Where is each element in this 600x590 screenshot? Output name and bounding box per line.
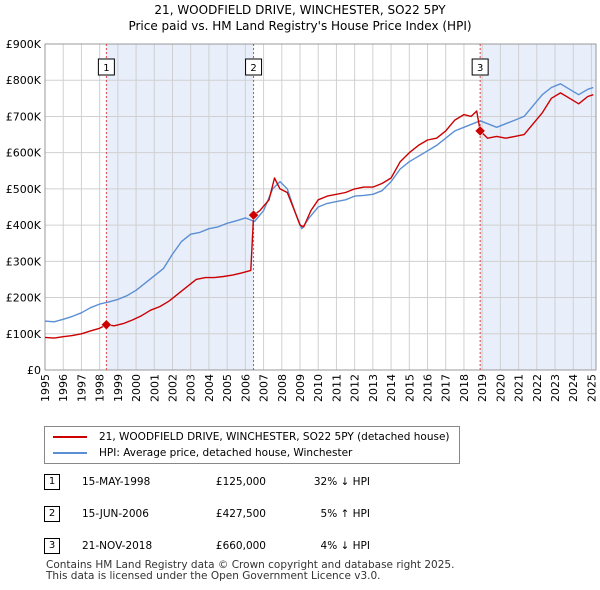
x-tick-label: 2005 [221, 374, 234, 402]
x-tick-label: 2001 [148, 374, 161, 402]
shaded-region [480, 44, 596, 370]
property-series-line [44, 92, 594, 339]
x-tick-label: 2021 [513, 374, 526, 402]
chart-title: 21, WOODFIELD DRIVE, WINCHESTER, SO22 5P… [0, 2, 600, 34]
y-tick-label: £0 [27, 364, 41, 377]
y-tick-label: £400K [6, 219, 42, 232]
y-tick-label: £100K [6, 328, 42, 341]
transaction-number: 3 [44, 538, 60, 554]
x-tick-label: 2024 [567, 374, 580, 402]
x-tick-label: 2003 [185, 374, 198, 402]
x-tick-label: 2012 [349, 374, 362, 402]
chart-legend: 21, WOODFIELD DRIVE, WINCHESTER, SO22 5P… [44, 426, 460, 464]
x-tick-label: 2025 [585, 374, 598, 402]
x-tick-label: 2013 [367, 374, 380, 402]
x-tick-label: 2020 [494, 374, 507, 402]
transaction-price: £427,500 [215, 508, 266, 520]
x-tick-label: 2008 [276, 374, 289, 402]
y-tick-label: £300K [6, 255, 42, 268]
x-tick-label: 1999 [112, 374, 125, 402]
footer-attribution: Contains HM Land Registry data © Crown c… [46, 560, 454, 582]
x-tick-label: 2019 [476, 374, 489, 402]
legend-swatch-property [53, 436, 87, 438]
x-tick-label: 2015 [403, 374, 416, 402]
sale-point-marker [101, 319, 112, 331]
x-tick-label: 2010 [312, 374, 325, 402]
x-tick-label: 1998 [94, 374, 107, 402]
annotation-box [471, 58, 489, 76]
legend-label-property: 21, WOODFIELD DRIVE, WINCHESTER, SO22 5P… [99, 431, 450, 443]
y-tick-label: £600K [6, 147, 42, 160]
price-chart: £0 £100K £200K £300K £400K £500K £600K £700K £80… [6, 38, 599, 402]
legend-swatch-hpi [53, 452, 87, 454]
footer-line-2: This data is licensed under the Open Gov… [46, 570, 381, 582]
sale-point-marker [248, 209, 259, 221]
x-tick-label: 2023 [549, 374, 562, 402]
x-tick-label: 2016 [422, 374, 435, 402]
y-tick-label: £900K [6, 38, 42, 51]
x-tick-label: 1996 [57, 374, 70, 402]
x-tick-label: 2000 [130, 374, 143, 402]
transaction-number: 2 [44, 506, 60, 522]
x-tick-label: 2018 [458, 374, 471, 402]
transaction-row: 3 21-NOV-2018 £660,000 4% ↓ HPI [0, 536, 600, 556]
x-tick-label: 2004 [203, 374, 216, 402]
transaction-hpi-diff: 32% ↓ HPI [313, 476, 370, 488]
y-tick-label: £500K [6, 183, 42, 196]
transaction-date: 15-MAY-1998 [82, 476, 151, 488]
y-tick-label: £700K [6, 110, 42, 123]
y-tick-label: £800K [6, 74, 42, 87]
transaction-row: 2 15-JUN-2006 £427,500 5% ↑ HPI [0, 504, 600, 524]
footer-line-1: Contains HM Land Registry data © Crown c… [46, 559, 455, 571]
x-tick-label: 1995 [39, 374, 52, 402]
x-tick-label: 2007 [258, 374, 271, 402]
legend-label-hpi: HPI: Average price, detached house, Winc… [99, 447, 353, 459]
annotation-label: 3 [477, 63, 483, 74]
x-tick-label: 2022 [531, 374, 544, 402]
x-tick-label: 2011 [330, 374, 343, 402]
annotation-label: 1 [103, 63, 109, 74]
title-line-1: 21, WOODFIELD DRIVE, WINCHESTER, SO22 5P… [154, 3, 446, 17]
hpi-series-line [44, 83, 594, 323]
y-tick-label: £200K [6, 292, 42, 305]
sale-point-marker [474, 125, 486, 137]
annotation-label: 2 [250, 63, 256, 74]
transaction-date: 21-NOV-2018 [82, 540, 153, 552]
annotation-box [245, 58, 263, 76]
annotation-box [97, 58, 115, 76]
transaction-row: 1 15-MAY-1998 £125,000 32% ↓ HPI [0, 472, 600, 492]
transaction-date: 15-JUN-2006 [82, 508, 149, 520]
transaction-price: £660,000 [215, 540, 266, 552]
transaction-number: 1 [44, 474, 60, 490]
x-tick-label: 2017 [440, 374, 453, 402]
transaction-hpi-diff: 5% ↑ HPI [320, 508, 370, 520]
x-tick-label: 2006 [239, 374, 252, 402]
x-tick-label: 2002 [167, 374, 180, 402]
x-tick-label: 2009 [294, 374, 307, 402]
x-tick-label: 2014 [385, 374, 398, 402]
title-line-2: Price paid vs. HM Land Registry's House … [128, 19, 472, 33]
transaction-price: £125,000 [215, 476, 266, 488]
shaded-region [106, 44, 254, 370]
transaction-hpi-diff: 4% ↓ HPI [320, 540, 370, 552]
x-tick-label: 1997 [75, 374, 88, 402]
plot-frame [44, 43, 597, 371]
